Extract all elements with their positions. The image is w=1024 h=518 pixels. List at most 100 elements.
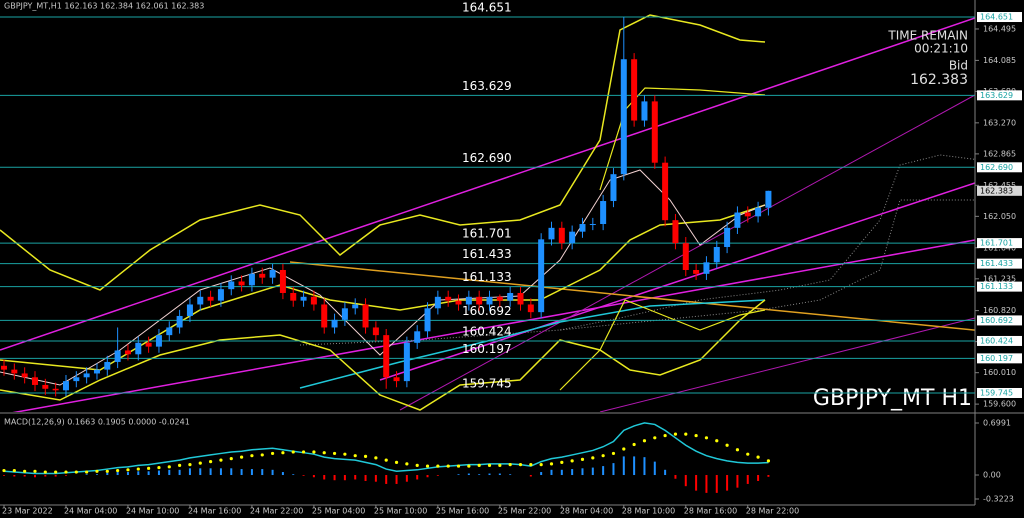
candle-body: [558, 227, 565, 244]
macd-histogram-bar: [509, 474, 512, 476]
candle-body: [176, 315, 183, 328]
candle-body: [662, 162, 669, 221]
level-box: [977, 12, 1022, 23]
macd-histogram-bar: [478, 474, 481, 476]
candle-body: [579, 224, 586, 232]
level-label: 161.433: [462, 247, 512, 261]
macd-signal-dot: [363, 454, 368, 459]
candle-body: [341, 308, 348, 320]
macd-signal-dot: [239, 455, 244, 459]
candle-body: [465, 296, 472, 305]
macd-signal-dot: [198, 461, 202, 465]
candle-body: [372, 327, 379, 336]
macd-signal-dot: [157, 465, 161, 470]
macd-signal-dot: [43, 470, 47, 474]
macd-histogram-bar: [767, 475, 770, 477]
macd-signal-dot: [136, 467, 140, 471]
macd-signal-dot: [529, 462, 533, 467]
macd-signal-dot: [85, 470, 89, 474]
macd-histogram-bar: [199, 468, 202, 476]
trend-line: [289, 261, 975, 331]
candle-body: [734, 212, 741, 228]
macd-histogram-bar: [591, 467, 594, 476]
macd-signal-dot: [704, 436, 709, 440]
candle-body: [486, 296, 493, 305]
level-box-label: 161.701: [980, 239, 1013, 248]
x-tick-label: 23 Mar 2022: [2, 507, 53, 516]
macd-signal-dot: [374, 456, 378, 460]
candle-body: [682, 243, 689, 270]
macd-histogram-bar: [488, 473, 491, 476]
indicators: [0, 14, 975, 412]
macd-signal-dot: [663, 433, 667, 438]
candle-body: [362, 304, 369, 328]
level-label: 163.629: [462, 79, 512, 93]
macd-histogram-bar: [405, 475, 408, 482]
macd-signal-dot: [446, 464, 450, 468]
macd-signal-dot: [291, 450, 295, 454]
macd-histogram-bar: [550, 469, 553, 476]
candle-body: [42, 384, 49, 389]
y-tick-label: 163.270: [983, 118, 1016, 127]
candle-body: [259, 273, 266, 278]
candle-body: [765, 190, 772, 208]
macd-signal-dot: [23, 469, 27, 473]
macd-histogram-bar: [416, 475, 419, 480]
candle-body: [755, 207, 762, 217]
channel-line: [12, 239, 975, 412]
candle-body: [620, 59, 627, 175]
candle-body: [31, 377, 38, 385]
macd-histogram-bar: [147, 471, 150, 476]
candle-body: [11, 369, 18, 374]
candle-body: [197, 296, 204, 305]
macd-histogram-bar: [157, 470, 160, 476]
x-tick-label: 25 Mar 04:00: [312, 507, 365, 516]
macd-signal-dot: [425, 464, 430, 468]
level-box-label: 160.692: [980, 316, 1013, 325]
macd-histogram-bar: [364, 475, 367, 481]
macd-signal-dot: [54, 470, 58, 474]
level-label: 159.745: [462, 376, 512, 390]
macd-histogram-bar: [395, 475, 398, 484]
macd-signal-dot: [766, 459, 771, 463]
level-box: [977, 258, 1022, 269]
candle-body: [290, 292, 297, 301]
level-box-label: 160.197: [980, 354, 1013, 363]
macd-histogram-bar: [261, 469, 264, 476]
macd-histogram-bar: [343, 475, 346, 481]
level-label: 161.133: [462, 270, 512, 284]
candle-body: [393, 377, 400, 382]
candle-body: [548, 227, 555, 240]
macd-histogram-bar: [602, 466, 605, 476]
macd-histogram-bar: [385, 475, 388, 484]
level-label: 159.304: [462, 410, 512, 424]
candle-body: [228, 281, 235, 290]
macd-histogram-bar: [705, 475, 708, 493]
candle-body: [269, 269, 276, 278]
level-box: [977, 90, 1022, 101]
candle-body: [300, 296, 307, 301]
candle-body: [496, 296, 503, 301]
level-box-label: 161.133: [980, 282, 1013, 291]
bid-label: Bid: [949, 59, 968, 73]
macd-histogram-bar: [44, 475, 47, 477]
candle-body: [517, 292, 524, 305]
candle-body: [1, 365, 7, 370]
candle-body: [589, 224, 596, 226]
macd-signal-dot: [642, 439, 647, 443]
macd-signal-dot: [12, 468, 16, 473]
y-tick-label: 164.085: [983, 56, 1016, 65]
y-tick-label: -0.3223: [983, 494, 1014, 503]
macd-signal-dot: [622, 447, 626, 451]
macd-histogram-bar: [219, 468, 222, 476]
candle-body: [310, 296, 317, 305]
candle-body: [321, 304, 328, 328]
macd-signal-dot: [95, 469, 99, 473]
macd-histogram-bar: [137, 471, 140, 476]
level-box-label: 161.433: [980, 259, 1013, 268]
candle-body: [527, 304, 534, 313]
macd-signal-dot: [281, 451, 285, 455]
macd-signal-dot: [116, 468, 120, 473]
